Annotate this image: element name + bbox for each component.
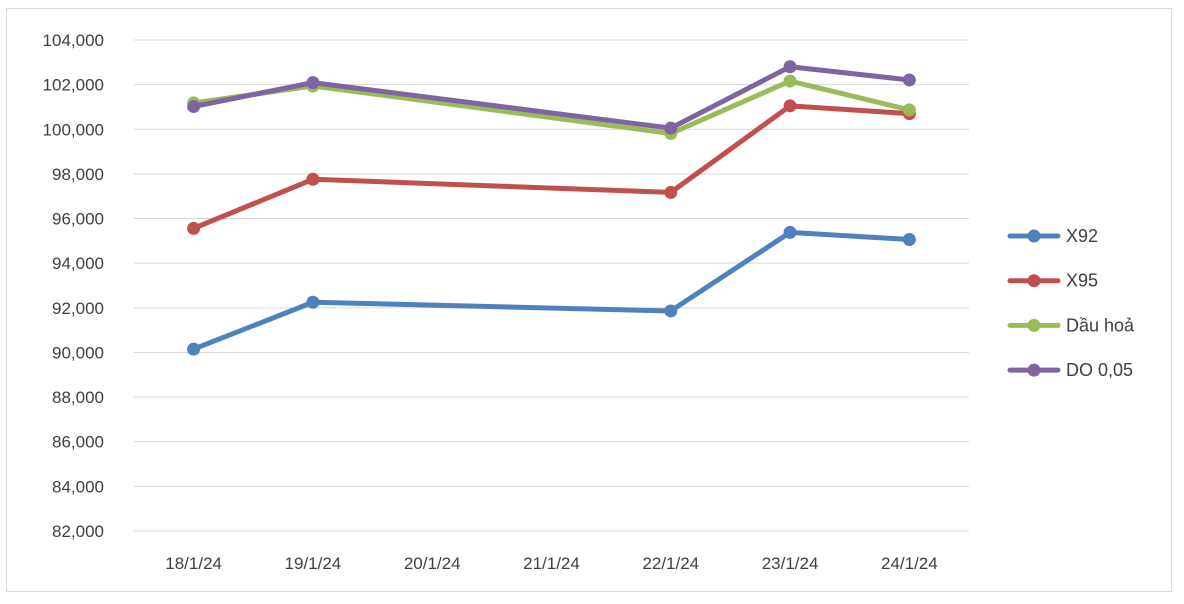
data-point (902, 73, 916, 87)
legend-label: Dầu hoả (1066, 315, 1135, 335)
x-axis: 18/1/24 19/1/24 20/1/24 21/1/24 22/1/24 23/1/… (165, 554, 937, 573)
x-tick-label: 18/1/24 (165, 554, 222, 573)
y-tick-label: 94,000 (52, 254, 104, 273)
x-tick-label: 21/1/24 (523, 554, 580, 573)
legend-swatch-marker (1027, 318, 1041, 332)
y-tick-label: 102,000 (43, 76, 104, 95)
data-point (783, 74, 797, 88)
data-point (664, 185, 678, 199)
y-tick-label: 92,000 (52, 299, 104, 318)
y-tick-label: 98,000 (52, 165, 104, 184)
y-tick-label: 90,000 (52, 343, 104, 362)
legend-swatch-marker (1027, 363, 1041, 377)
legend-label: X92 (1066, 226, 1098, 246)
series-line (191, 103, 912, 231)
data-point (664, 304, 678, 318)
x-tick-label: 22/1/24 (642, 554, 699, 573)
y-tick-label: 96,000 (52, 210, 104, 229)
legend-swatch-marker (1027, 229, 1041, 243)
series-line (191, 229, 912, 352)
x-tick-label: 20/1/24 (404, 554, 461, 573)
data-point (783, 99, 797, 113)
y-tick-label: 104,000 (43, 31, 104, 50)
legend-item: DO 0,05 (1007, 360, 1133, 380)
y-tick-label: 100,000 (43, 120, 104, 139)
data-point (783, 225, 797, 239)
data-point (187, 100, 201, 114)
data-point (187, 342, 201, 356)
data-point (664, 121, 678, 135)
legend-item: Dầu hoả (1007, 315, 1135, 335)
series-x92 (187, 225, 916, 356)
data-point (902, 233, 916, 247)
data-point (306, 172, 320, 186)
data-point (306, 76, 320, 90)
data-point (306, 295, 320, 309)
series-lines (187, 60, 916, 356)
x-tick-label: 24/1/24 (881, 554, 938, 573)
y-tick-label: 84,000 (52, 477, 104, 496)
y-tick-label: 86,000 (52, 433, 104, 452)
data-point (783, 60, 797, 74)
legend: X92 X95 Dầu hoả DO 0,05 (1007, 226, 1135, 380)
data-point (902, 103, 916, 117)
gridlines (134, 39, 969, 532)
data-point (187, 221, 201, 235)
legend-label: DO 0,05 (1066, 360, 1133, 380)
series-do-0-05 (187, 60, 916, 135)
x-tick-label: 19/1/24 (285, 554, 342, 573)
x-tick-label: 23/1/24 (762, 554, 819, 573)
legend-label: X95 (1066, 271, 1098, 291)
y-tick-label: 82,000 (52, 522, 104, 541)
legend-item: X95 (1007, 271, 1098, 291)
y-axis: 82,000 84,000 86,000 88,000 90,000 92,000 94,0… (43, 31, 104, 541)
legend-swatch-marker (1027, 274, 1041, 288)
legend-item: X92 (1007, 226, 1098, 246)
y-tick-label: 88,000 (52, 388, 104, 407)
